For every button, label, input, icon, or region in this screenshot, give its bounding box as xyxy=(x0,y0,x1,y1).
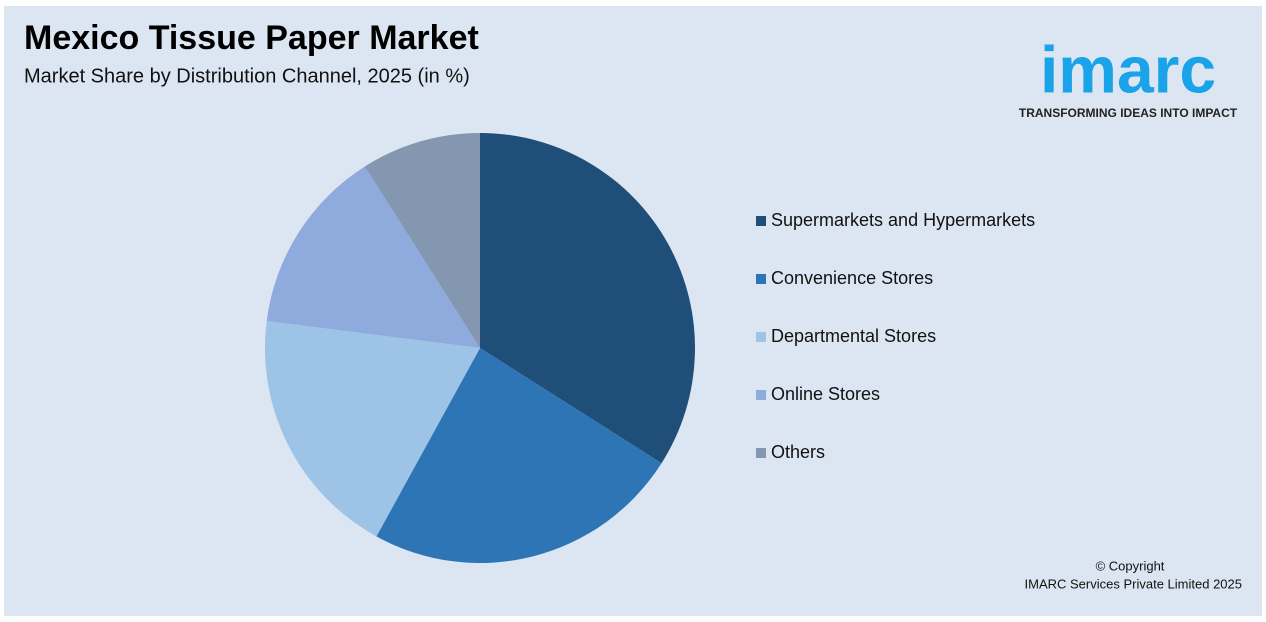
legend-label: Convenience Stores xyxy=(771,268,933,288)
chart-subtitle: Market Share by Distribution Channel, 20… xyxy=(24,65,470,87)
legend-label: Online Stores xyxy=(771,384,880,404)
legend-swatch xyxy=(756,448,766,458)
pie-slice xyxy=(364,133,480,348)
logo: imarc xyxy=(1040,32,1216,106)
legend-swatch xyxy=(756,390,766,400)
pie-slice xyxy=(376,348,662,563)
legend-swatch xyxy=(756,274,766,284)
chart-title: Mexico Tissue Paper Market xyxy=(24,19,479,57)
copyright: © Copyright xyxy=(1096,558,1165,573)
legend-label: Others xyxy=(771,442,825,462)
logo-tagline: TRANSFORMING IDEAS INTO IMPACT xyxy=(1019,106,1238,120)
legend-swatch xyxy=(756,216,766,226)
legend-label: Departmental Stores xyxy=(771,326,936,346)
pie-slice xyxy=(265,321,480,537)
legend-swatch xyxy=(756,332,766,342)
copyright-owner: IMARC Services Private Limited 2025 xyxy=(1025,576,1242,591)
legend-label: Supermarkets and Hypermarkets xyxy=(771,210,1035,230)
pie-slice xyxy=(266,166,480,348)
pie-slice xyxy=(480,133,695,464)
